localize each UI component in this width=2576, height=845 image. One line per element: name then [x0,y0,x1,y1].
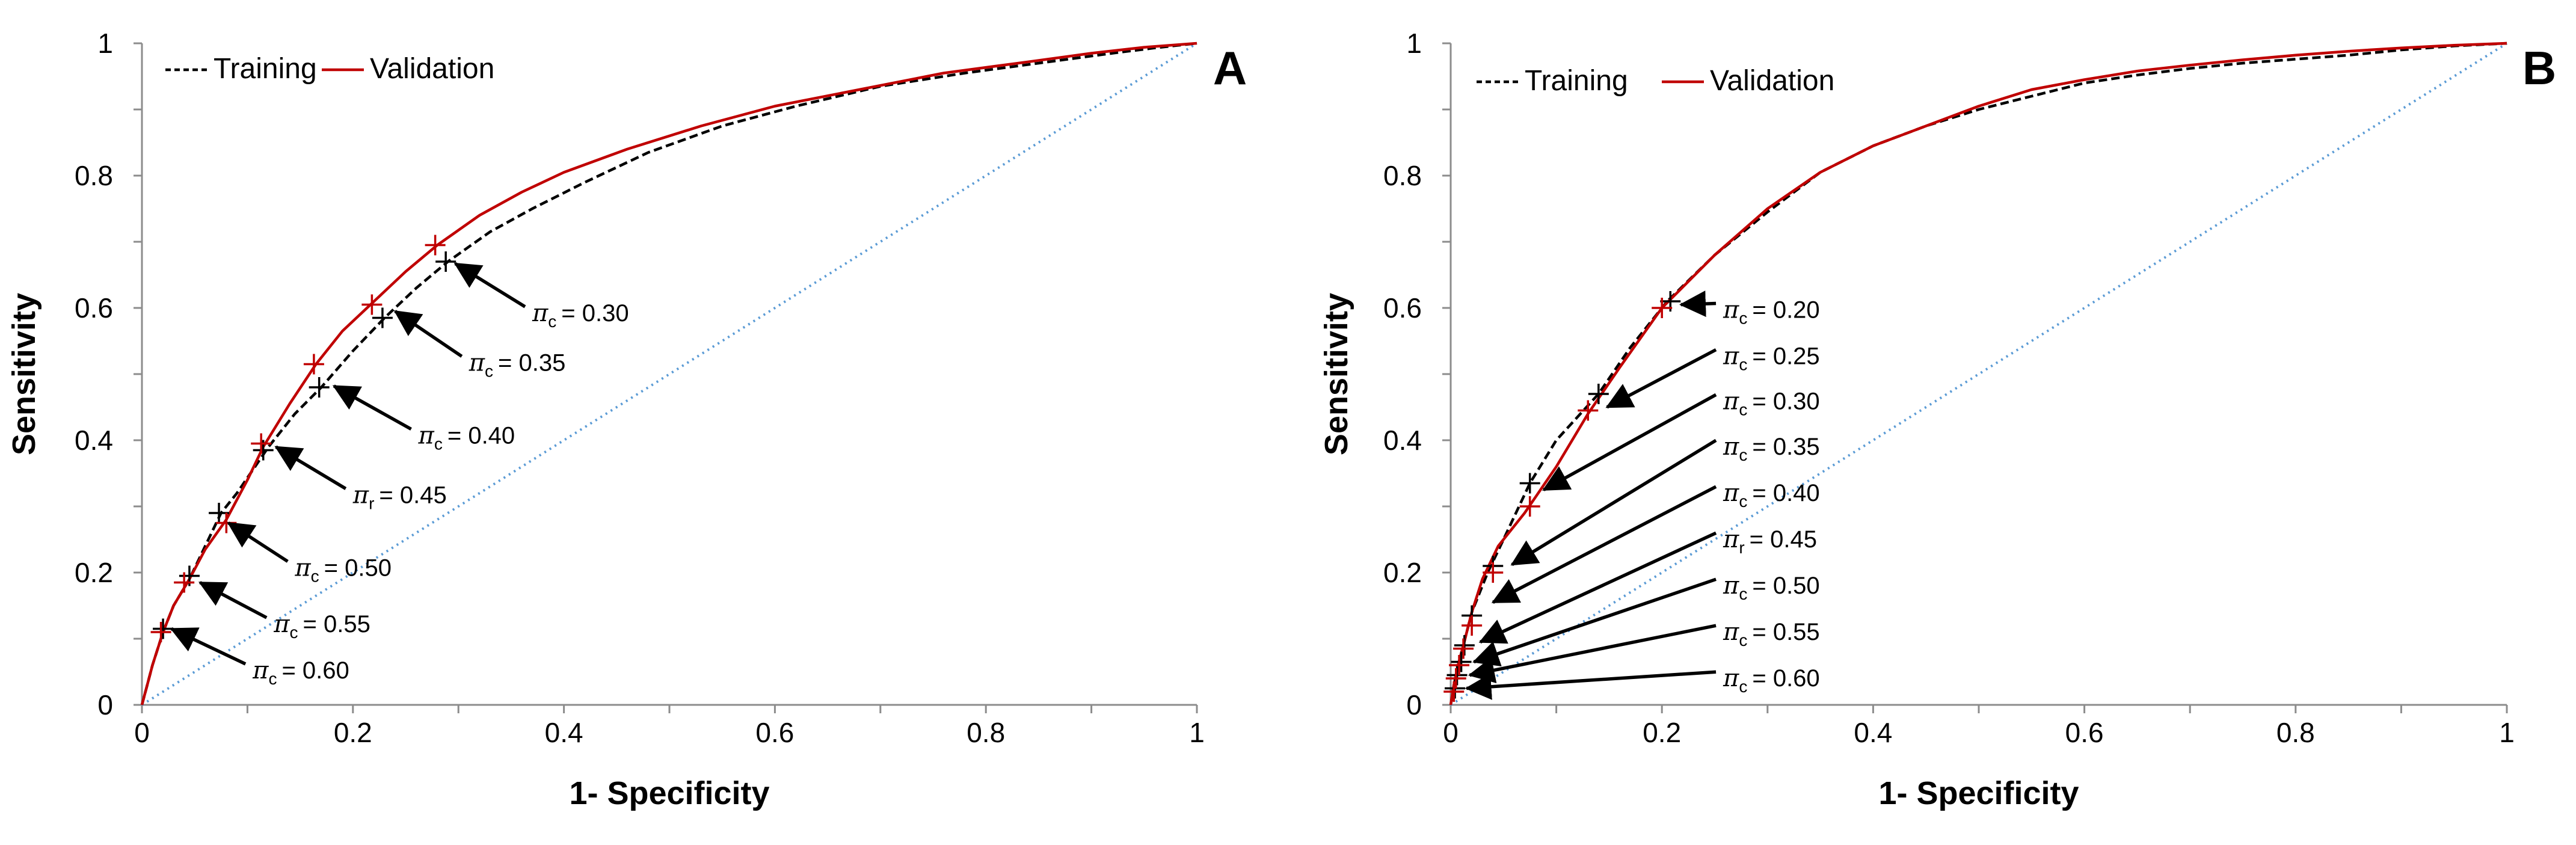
cutoff-marker-validation [251,433,272,454]
annotation-arrow [453,262,526,309]
cutoff-marker-validation [425,235,446,256]
cutoff-marker-validation [1578,400,1599,421]
y-tick-label: 0.2 [1383,557,1422,588]
cutoff-marker-training [1454,635,1475,656]
annotation-arrow [1478,531,1717,644]
cutoff-marker-validation [1652,298,1673,318]
cutoff-annotation: πc = 0.30 [1723,387,1820,419]
cutoff-marker-training [1445,678,1466,699]
cutoff-marker-training [435,251,456,272]
x-tick-label: 0.6 [755,717,794,748]
cutoff-annotation: πc = 0.35 [1723,433,1820,464]
annotation-arrow [274,445,347,490]
y-tick-label: 0.2 [75,557,113,588]
cutoff-marker-training [372,307,393,328]
y-tick-label: 0.4 [1383,425,1422,456]
annotation-arrow [227,521,289,563]
annotation-arrow [170,627,247,666]
annotation-arrow [198,581,268,619]
panel-a-roc-chart: 0 0.2 0.4 0.6 0.8 1 0 0.2 0.4 0.6 0.8 1 1- Specifici… [6,28,1247,811]
annotation-arrow [1491,485,1717,604]
cutoff-marker-validation [361,294,383,315]
cutoff-marker-training [1446,665,1468,686]
cutoff-marker-validation [1462,615,1483,636]
cutoff-annotation: πc = 0.60 [252,657,349,688]
y-tick-label: 0.4 [75,425,113,456]
annotation-arrow [1465,670,1717,700]
legend-label-validation: Validation [370,53,494,85]
y-tick-label: 0.6 [75,292,113,324]
panel-label: A [1213,41,1247,94]
y-tick-label: 0.8 [1383,160,1422,191]
y-tick-label: 0.6 [1383,292,1422,324]
cutoff-marker-training [1519,473,1540,494]
x-tick-label: 0.8 [967,717,1005,748]
series-line-validation [1449,41,2507,705]
annotation-arrow [1472,577,1717,667]
y-tick-label: 0 [97,689,113,721]
cutoff-marker-training [1588,384,1609,404]
y-tick-label: 1 [97,28,113,59]
annotation-arrow [1679,290,1717,318]
x-axis-title: 1- Specificity [1878,775,2079,811]
y-tick-label: 1 [1406,28,1422,59]
cutoff-marker-validation [150,622,171,642]
cutoff-annotation: πc = 0.50 [294,555,392,586]
cutoff-marker-validation [1445,668,1466,689]
x-tick-label: 0.2 [334,717,372,748]
cutoff-annotation: πc = 0.50 [1723,572,1820,603]
cutoff-annotation: πc = 0.40 [418,422,515,453]
x-tick-label: 0.6 [2065,717,2104,748]
annotation-arrow [1468,624,1717,683]
cutoff-marker-training [153,618,174,639]
x-tick-label: 0.4 [1854,717,1892,748]
legend-label-training: Training [1525,65,1628,97]
x-tick-label: 0.4 [545,717,583,748]
legend-label-validation: Validation [1710,65,1834,97]
x-tick-label: 1 [1189,717,1205,748]
y-tick-label: 0 [1406,689,1422,721]
cutoff-annotation: πc = 0.55 [1723,618,1820,650]
x-tick-label: 0.8 [2276,717,2315,748]
y-axis-title: Sensitivity [1318,293,1354,455]
cutoff-annotation: πc = 0.60 [1723,665,1820,696]
series-line-training [1449,41,2507,705]
series-line-reference [141,42,1198,706]
cutoff-marker-validation [1443,681,1465,702]
cutoff-annotation: πc = 0.20 [1723,297,1820,328]
x-axis-title: 1- Specificity [569,775,769,811]
cutoff-annotation: πc = 0.40 [1723,479,1820,511]
x-tick-label: 1 [2499,717,2515,748]
series-line-reference [1449,42,2508,706]
cutoff-annotation: πr = 0.45 [352,482,447,513]
annotation-arrow [1510,438,1717,567]
cutoff-annotation: πc = 0.30 [532,300,629,331]
panel-b-roc-chart: 0 0.2 0.4 0.6 0.8 1 0 0.2 0.4 0.6 0.8 1 1- Specifici… [1318,28,2556,811]
cutoff-annotation: πc = 0.25 [1723,343,1820,374]
cutoff-marker-training [309,377,330,398]
cutoff-marker-validation [174,572,195,593]
annotation-arrow [332,384,412,431]
cutoff-annotation: πc = 0.35 [469,349,566,381]
annotation-arrow [1542,393,1717,491]
x-tick-label: 0 [1443,717,1459,748]
y-tick-label: 0.8 [75,160,113,191]
cutoff-annotation: πr = 0.45 [1723,526,1817,557]
cutoff-marker-validation [1449,655,1470,675]
y-axis-title: Sensitivity [6,293,42,455]
series-line-validation [140,41,1197,705]
x-tick-label: 0.2 [1643,717,1681,748]
legend-label-training: Training [214,53,317,85]
cutoff-marker-validation [303,354,324,375]
cutoff-marker-validation [1519,496,1540,517]
panel-label: B [2522,41,2556,94]
annotation-arrow [1605,348,1717,409]
x-tick-label: 0 [134,717,150,748]
cutoff-marker-training [1451,651,1472,672]
annotation-arrow [393,310,463,358]
cutoff-annotation: πc = 0.55 [273,610,370,642]
cutoff-marker-validation [1453,638,1474,659]
